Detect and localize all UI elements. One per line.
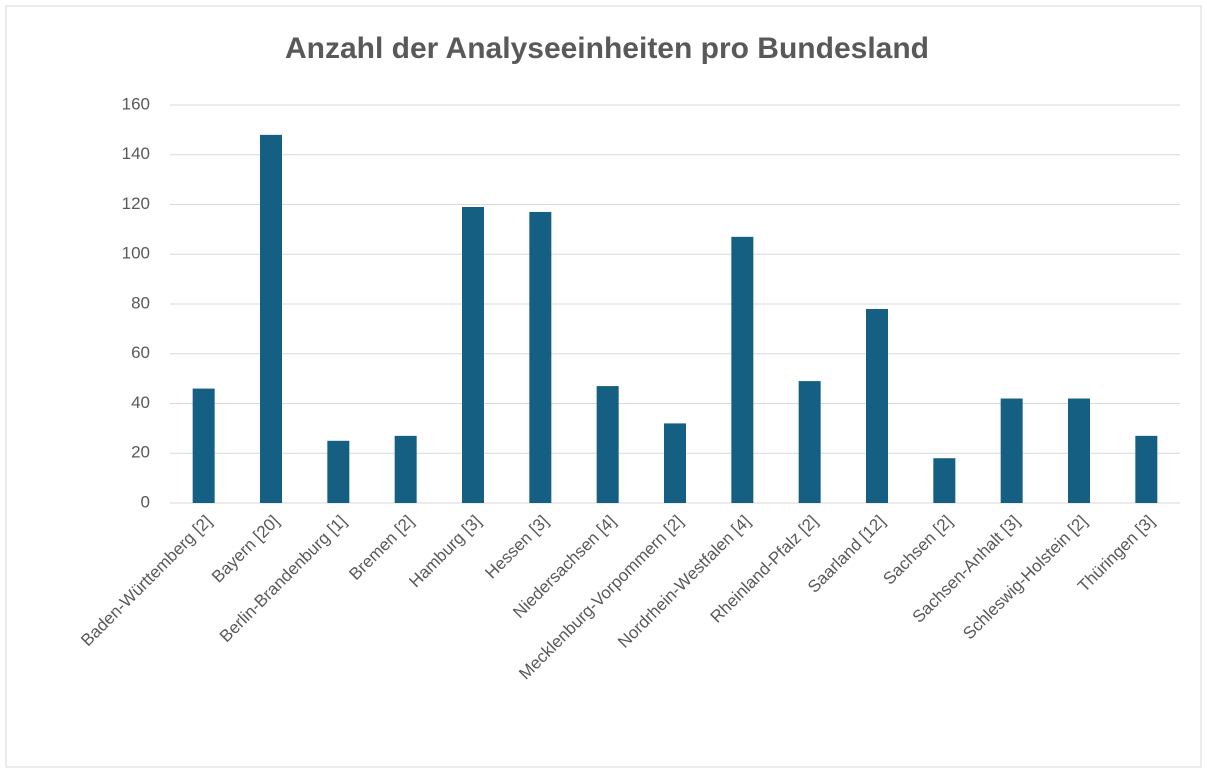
bar — [731, 236, 754, 503]
bar — [462, 206, 484, 504]
y-tick-label: 0 — [141, 492, 150, 511]
y-tick-label: 40 — [131, 393, 150, 412]
y-tick-label: 20 — [131, 443, 150, 462]
y-tick-label: 160 — [122, 94, 150, 113]
y-tick-label: 60 — [131, 343, 150, 362]
bar — [798, 381, 821, 503]
bar — [1068, 398, 1090, 503]
bar — [933, 458, 956, 503]
y-tick-label: 140 — [122, 144, 150, 163]
y-tick-label: 80 — [131, 293, 150, 312]
bar — [327, 440, 350, 503]
y-tick-label: 100 — [122, 244, 150, 263]
bar — [529, 211, 552, 503]
bar — [1000, 398, 1023, 503]
bar — [1135, 435, 1158, 503]
bar — [866, 308, 888, 503]
bar — [394, 435, 417, 503]
chart-title: Anzahl der Analyseeinheiten pro Bundesla… — [285, 32, 929, 65]
bar — [664, 423, 686, 503]
bar — [260, 134, 282, 503]
bar — [192, 388, 215, 503]
y-tick-label: 120 — [122, 194, 150, 213]
bar — [596, 386, 619, 503]
